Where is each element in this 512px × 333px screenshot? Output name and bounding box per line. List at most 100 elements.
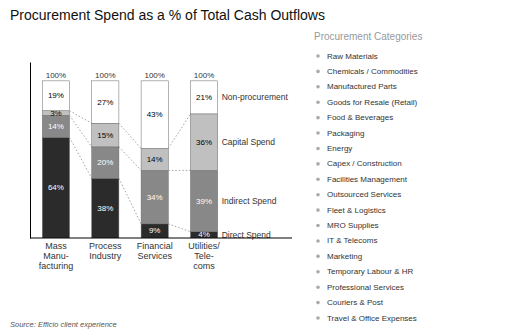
x-tick-label: Utilities/Tele-coms — [188, 241, 220, 271]
connector — [119, 147, 141, 171]
bar — [190, 170, 217, 231]
data-label: 3% — [50, 109, 62, 118]
data-label: 43% — [147, 110, 163, 119]
side-panel-item: Professional Services — [327, 283, 404, 292]
data-label: 36% — [196, 138, 212, 147]
series — [42, 81, 217, 149]
bar — [42, 137, 69, 238]
bullet — [316, 85, 320, 89]
side-panel-item: Manufactured Parts — [327, 82, 397, 91]
bullet — [316, 301, 320, 305]
side-panel-item: Facilities Management — [327, 175, 408, 184]
side-panel: Procurement Categories Raw Materials Chemi… — [314, 31, 422, 323]
data-labels: 64%38%9%4%14%20%34%39%3%15%14%36%19%27%4… — [46, 71, 289, 240]
side-panel-item: IT & Telecoms — [327, 236, 377, 245]
x-tick: Utilities/Tele-coms — [188, 238, 220, 271]
bar — [92, 123, 119, 147]
bullet — [316, 193, 320, 197]
bar — [92, 147, 119, 178]
connector — [70, 111, 92, 124]
connector — [70, 115, 92, 146]
side-panel-item: Raw Materials — [327, 52, 378, 61]
bar — [190, 81, 217, 114]
side-panel-item: Travel & Office Expenses — [327, 314, 417, 323]
side-panel-item: Outsourced Services — [327, 190, 401, 199]
x-tick: ProcessIndustry — [89, 238, 122, 261]
side-panel-item: Capex / Construction — [327, 159, 402, 168]
data-label: 19% — [48, 91, 64, 100]
x-tick-label: MassManu-facturing — [39, 241, 74, 271]
side-panel-item: Packaging — [327, 129, 364, 138]
bar — [42, 81, 69, 111]
y-axis-line — [30, 63, 31, 239]
side-panel-item: Fleet & Logistics — [327, 206, 386, 215]
bullet — [316, 70, 320, 74]
source: Source: Efficio client experience — [10, 320, 117, 329]
x-axis-line — [30, 238, 292, 239]
connector — [119, 178, 141, 224]
side-panel-item: Food & Beverages — [327, 113, 393, 122]
total-label: 100% — [144, 71, 164, 80]
data-label: 21% — [196, 93, 212, 102]
connector — [119, 123, 141, 148]
connector — [168, 224, 190, 232]
side-panel-item: Temporary Labour & HR — [327, 267, 413, 276]
plot: 64%38%9%4%14%20%34%39%3%15%14%36%19%27%4… — [30, 63, 292, 272]
bar — [141, 170, 168, 223]
series — [42, 111, 217, 171]
total-label: 100% — [95, 71, 115, 80]
segment-name: Capital Spend — [222, 137, 276, 147]
total-label: 100% — [194, 71, 214, 80]
side-panel-item: Chemicals / Commodities — [327, 67, 418, 76]
bullet — [316, 285, 320, 289]
data-label: 38% — [97, 204, 113, 213]
bullet — [316, 177, 320, 181]
data-label: 15% — [97, 131, 113, 140]
bullet — [316, 224, 320, 228]
bullet — [316, 131, 320, 135]
data-label: 27% — [97, 98, 113, 107]
bar — [92, 178, 119, 238]
data-label: 39% — [196, 197, 212, 206]
side-panel-item: Couriers & Post — [327, 298, 384, 307]
chart: Procurement Spend as a % of Total Cash O… — [0, 0, 512, 333]
x-tick-label: ProcessIndustry — [89, 241, 122, 261]
x-tick-label: FinancialServices — [137, 241, 173, 261]
bullet — [316, 208, 320, 212]
side-panel-item: Energy — [327, 144, 352, 153]
bullet — [316, 54, 320, 58]
side-panel-item: Goods for Resale (Retail) — [327, 98, 418, 107]
bullet — [316, 239, 320, 243]
connector — [168, 170, 190, 171]
data-label: 14% — [48, 122, 64, 131]
bar — [92, 81, 119, 123]
connector — [168, 114, 190, 149]
bar — [42, 115, 69, 137]
bullet — [316, 270, 320, 274]
data-label: 20% — [97, 158, 113, 167]
side-panel-item: Marketing — [327, 252, 362, 261]
bar — [141, 81, 168, 149]
title: Procurement Spend as a % of Total Cash O… — [10, 7, 325, 23]
bullet — [316, 147, 320, 151]
side-panel-title: Procurement Categories — [314, 31, 422, 42]
segment-name: Indirect Spend — [222, 196, 277, 206]
data-label: 9% — [149, 226, 161, 235]
bar — [141, 224, 168, 238]
x-tick: FinancialServices — [137, 238, 173, 261]
y-axis — [30, 63, 31, 239]
bullet — [316, 162, 320, 166]
bullet — [316, 100, 320, 104]
connector — [70, 137, 92, 178]
bullet — [316, 316, 320, 320]
marks — [42, 81, 217, 238]
bullet — [316, 116, 320, 120]
data-label: 14% — [147, 155, 163, 164]
x-tick: MassManu-facturing — [39, 238, 74, 271]
data-label: 34% — [147, 193, 163, 202]
bar — [141, 148, 168, 170]
bar — [190, 114, 217, 171]
segment-name: Non-procurement — [222, 92, 289, 102]
bullet — [316, 255, 320, 259]
total-label: 100% — [46, 71, 66, 80]
